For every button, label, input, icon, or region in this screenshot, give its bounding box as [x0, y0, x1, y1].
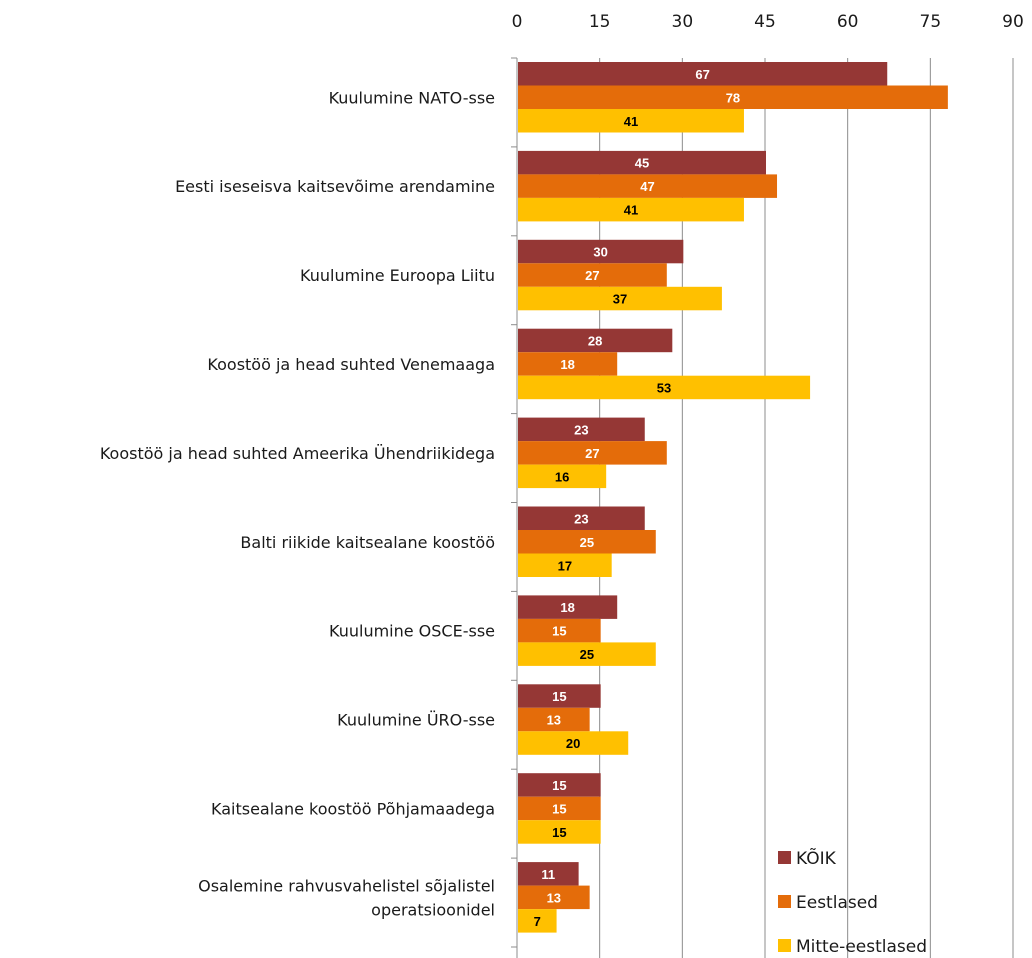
legend-swatch — [778, 851, 791, 864]
bar — [518, 328, 673, 353]
tick-label: 60 — [837, 12, 859, 32]
data-label: 20 — [566, 736, 580, 751]
bar — [518, 909, 557, 933]
bar — [518, 885, 590, 910]
bar — [518, 862, 579, 886]
bar — [518, 820, 601, 844]
bar — [518, 174, 778, 198]
data-label: 15 — [552, 624, 566, 639]
legend: KÕIK Eestlased Mitte-eestlased — [778, 847, 927, 957]
data-label: 18 — [560, 357, 574, 372]
bar — [518, 731, 629, 755]
bar — [518, 352, 618, 376]
legend-label: Eestlased — [796, 893, 878, 913]
tick-label: 45 — [754, 12, 776, 32]
data-label: 78 — [726, 90, 740, 105]
data-label: 15 — [552, 825, 566, 840]
data-label: 15 — [552, 778, 566, 793]
data-label: 15 — [552, 689, 566, 704]
category-label: Kuulumine ÜRO-sse — [337, 711, 495, 730]
bars: 6778414547413027372818532327162325171815… — [518, 62, 948, 933]
category-label: Kaitsealane koostöö Põhjamaadega — [211, 799, 495, 818]
category-label: Kuulumine NATO-sse — [329, 88, 495, 107]
tick-label: 15 — [589, 12, 611, 32]
data-label: 23 — [574, 511, 588, 526]
bar — [518, 773, 601, 797]
legend-swatch — [778, 939, 791, 952]
category-label: Koostöö ja head suhted Ameerika Ühendrii… — [100, 444, 495, 463]
bar — [518, 553, 612, 577]
bar — [518, 197, 744, 222]
bar — [518, 796, 601, 821]
category-label: Eesti iseseisva kaitsevõime arendamine — [175, 177, 495, 196]
tick-label: 90 — [1002, 12, 1024, 32]
category-label: Osalemine rahvusvahelistel sõjalistel — [198, 876, 495, 895]
data-label: 13 — [547, 890, 561, 905]
bar — [518, 62, 888, 86]
bar — [518, 150, 766, 175]
bar — [518, 239, 684, 264]
data-label: 25 — [580, 535, 594, 550]
tick-label: 30 — [672, 12, 694, 32]
legend-swatch — [778, 895, 791, 908]
category-label: Kuulumine Euroopa Liitu — [300, 266, 495, 285]
data-label: 53 — [657, 380, 671, 395]
data-label: 27 — [585, 446, 599, 461]
bar — [518, 441, 667, 465]
data-label: 28 — [588, 333, 602, 348]
data-label: 17 — [558, 558, 572, 573]
x-axis-tick-labels: 0 15 30 45 60 75 90 — [512, 12, 1024, 32]
tick-label: 75 — [920, 12, 942, 32]
data-label: 37 — [613, 292, 627, 307]
data-label: 23 — [574, 422, 588, 437]
category-labels: Kuulumine NATO-sse Eesti iseseisva kaitse… — [100, 88, 495, 919]
data-label: 30 — [593, 245, 607, 260]
category-label: Koostöö ja head suhted Venemaaga — [207, 355, 495, 374]
bar — [518, 85, 948, 109]
data-label: 41 — [624, 114, 638, 129]
data-label: 41 — [624, 203, 638, 218]
category-label: Balti riikide kaitsealane koostöö — [240, 533, 495, 552]
legend-label: KÕIK — [796, 847, 837, 869]
bar — [518, 506, 645, 530]
bar — [518, 618, 601, 643]
category-label: Kuulumine OSCE-sse — [329, 622, 495, 641]
data-label: 67 — [695, 67, 709, 82]
data-label: 15 — [552, 801, 566, 816]
category-label: operatsioonidel — [371, 900, 495, 919]
bar — [518, 595, 618, 619]
data-label: 13 — [547, 713, 561, 728]
bar — [518, 109, 744, 133]
data-label: 16 — [555, 469, 569, 484]
bar — [518, 642, 656, 666]
bar — [518, 530, 656, 554]
data-label: 11 — [541, 867, 555, 882]
data-label: 47 — [640, 179, 654, 194]
data-label: 27 — [585, 268, 599, 283]
bar — [518, 286, 722, 311]
tick-label: 0 — [512, 12, 523, 32]
data-label: 7 — [534, 914, 541, 929]
data-label: 18 — [560, 600, 574, 615]
bar — [518, 375, 811, 400]
bar — [518, 707, 590, 732]
data-label: 45 — [635, 156, 649, 171]
data-label: 25 — [580, 647, 594, 662]
bar — [518, 684, 601, 708]
bar — [518, 464, 607, 489]
legend-label: Mitte-eestlased — [796, 937, 927, 957]
bar — [518, 417, 645, 442]
bar — [518, 263, 667, 287]
